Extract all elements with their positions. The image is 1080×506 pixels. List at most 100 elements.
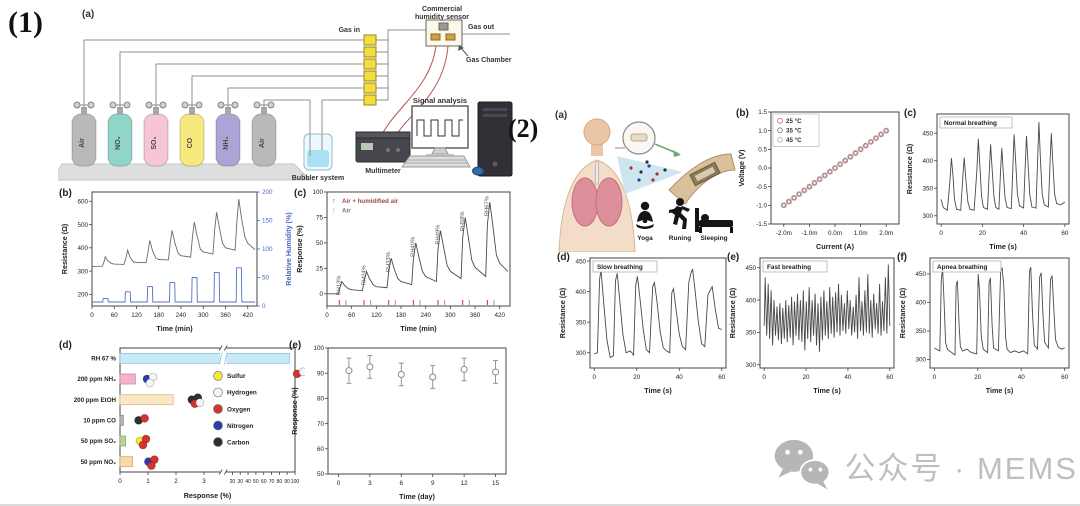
panel-2c: 0 20 40 60 300 350 400 450 Time (s) Resistance (Ω… xyxy=(903,106,1077,252)
svg-text:400: 400 xyxy=(915,300,926,307)
gas-cylinders: Air NO₂ SO₂ CO NH₃ Air xyxy=(71,101,277,167)
chart-resistance-humidity: 0 60 120 180 240 300 360 420 200 300 400 500 600 0 50 1… xyxy=(60,189,293,333)
svg-text:20: 20 xyxy=(230,479,236,485)
svg-text:-1.0m: -1.0m xyxy=(801,230,817,237)
running-label: Runing xyxy=(669,235,691,242)
svg-text:400: 400 xyxy=(575,289,586,296)
svg-text:450: 450 xyxy=(915,271,926,278)
bubbler-label: Bubbler system xyxy=(292,175,345,182)
svg-text:Normal breathing: Normal breathing xyxy=(944,120,997,127)
monitor xyxy=(411,105,469,157)
wechat-icon xyxy=(774,439,831,490)
svg-text:0: 0 xyxy=(762,374,766,381)
svg-text:450: 450 xyxy=(745,265,756,272)
svg-text:80: 80 xyxy=(317,396,325,403)
svg-text:Time (s): Time (s) xyxy=(986,386,1014,395)
svg-text:Time (s): Time (s) xyxy=(644,386,672,395)
svg-text:3: 3 xyxy=(368,480,372,487)
watermark: 公众号 · MEMS xyxy=(772,432,1078,498)
panel-1b-letter: (b) xyxy=(59,188,72,199)
panel-1e: 0 3 6 9 12 15 50 60 70 80 90 100 Time (day) Response … xyxy=(288,338,520,502)
panel-2f-letter: (f) xyxy=(897,252,907,263)
panel-1b: 0 60 120 180 240 300 360 420 200 300 400 500 600 0 50 1… xyxy=(58,186,295,334)
chart-fast-breathing: 0 20 40 60 300 350 400 450 Time (s) Resistance (Ω… xyxy=(728,257,895,395)
cylinder-platform xyxy=(51,163,312,181)
svg-text:240: 240 xyxy=(420,312,431,319)
svg-text:350: 350 xyxy=(915,328,926,335)
svg-text:300: 300 xyxy=(198,312,209,319)
panel-2a-letter: (a) xyxy=(555,110,567,121)
svg-text:Apnea breathing: Apnea breathing xyxy=(937,264,988,271)
svg-text:70: 70 xyxy=(317,421,325,428)
svg-text:20: 20 xyxy=(974,374,982,381)
svg-text:40: 40 xyxy=(1018,374,1026,381)
svg-text:Slow breathing: Slow breathing xyxy=(597,264,643,271)
svg-text:3: 3 xyxy=(202,478,206,485)
svg-text:Sulfur: Sulfur xyxy=(227,373,246,380)
svg-text:Fast breathing: Fast breathing xyxy=(767,264,811,271)
panel-1d-letter: (d) xyxy=(59,340,72,351)
svg-text:9: 9 xyxy=(431,480,435,487)
svg-text:30: 30 xyxy=(237,479,243,485)
figure2-label: (2) xyxy=(508,114,539,143)
svg-text:Resistance (Ω): Resistance (Ω) xyxy=(898,287,907,338)
svg-text:Time (s): Time (s) xyxy=(989,242,1017,251)
svg-text:1.0: 1.0 xyxy=(758,128,767,135)
svg-text:12: 12 xyxy=(461,480,469,487)
svg-text:0.5: 0.5 xyxy=(758,147,767,154)
svg-text:360: 360 xyxy=(470,312,481,319)
svg-text:1.5: 1.5 xyxy=(758,109,767,116)
panel-1e-letter: (e) xyxy=(289,340,302,351)
svg-text:25 °C: 25 °C xyxy=(786,118,802,125)
svg-text:Oxygen: Oxygen xyxy=(227,406,251,413)
mouse xyxy=(472,166,484,176)
svg-text:450: 450 xyxy=(575,258,586,265)
svg-text:300: 300 xyxy=(445,312,456,319)
panel-2d: 0 20 40 60 300 350 400 450 Time (s) Resistance (Ω… xyxy=(556,250,734,396)
panel-2b-letter: (b) xyxy=(736,108,749,119)
svg-text:0.0: 0.0 xyxy=(758,165,767,172)
chart-iv-curves: -2.0m -1.0m 0.0m 1.0m 2.0m -1.5 -1.0 -0.5 0.0 0.5… xyxy=(737,109,900,251)
svg-text:Hydrogen: Hydrogen xyxy=(227,390,257,397)
svg-text:0: 0 xyxy=(933,374,937,381)
svg-text:Time (day): Time (day) xyxy=(399,492,435,501)
svg-text:150: 150 xyxy=(262,218,273,225)
svg-text:100: 100 xyxy=(262,246,273,253)
panel-1d: RH 67 % 200 ppm NH₃ 200 ppm EtOH 10 ppm CO 5… xyxy=(58,338,305,502)
svg-text:40: 40 xyxy=(676,374,684,381)
svg-text:Voltage (V): Voltage (V) xyxy=(737,149,746,187)
svg-text:Air: Air xyxy=(79,138,86,148)
svg-text:Response (%): Response (%) xyxy=(184,491,232,500)
breath-sensor-schematic: (a) xyxy=(555,110,736,253)
breath-molecules xyxy=(629,160,667,182)
svg-text:35 °C: 35 °C xyxy=(786,128,802,135)
svg-text:6: 6 xyxy=(400,480,404,487)
svg-text:50: 50 xyxy=(317,471,325,478)
svg-text:Relative Humidity (%): Relative Humidity (%) xyxy=(284,212,293,286)
svg-text:↑: ↑ xyxy=(332,208,336,215)
svg-text:300: 300 xyxy=(745,362,756,369)
svg-text:Resistance (Ω): Resistance (Ω) xyxy=(728,287,737,338)
svg-text:450: 450 xyxy=(922,130,933,137)
svg-text:60: 60 xyxy=(886,374,894,381)
svg-text:200: 200 xyxy=(262,189,273,196)
svg-text:CO: CO xyxy=(187,137,194,148)
svg-text:0: 0 xyxy=(592,374,596,381)
svg-text:Air: Air xyxy=(259,138,266,148)
svg-text:0: 0 xyxy=(90,312,94,319)
svg-text:100: 100 xyxy=(313,345,324,352)
panel-2b: -2.0m -1.0m 0.0m 1.0m 2.0m -1.5 -1.0 -0.5 0.0 0.5… xyxy=(735,106,907,252)
svg-text:400: 400 xyxy=(922,158,933,165)
svg-text:60: 60 xyxy=(317,446,325,453)
svg-text:120: 120 xyxy=(371,312,382,319)
svg-text:RH33%: RH33% xyxy=(386,252,392,272)
running-icon xyxy=(669,198,690,229)
svg-text:75: 75 xyxy=(316,215,324,222)
svg-text:RH24%: RH24% xyxy=(361,265,367,285)
svg-text:50: 50 xyxy=(316,240,324,247)
svg-text:NH₃: NH₃ xyxy=(223,136,230,149)
svg-text:60: 60 xyxy=(348,312,356,319)
svg-text:Resistance (Ω): Resistance (Ω) xyxy=(558,287,567,338)
svg-text:Current (A): Current (A) xyxy=(816,242,855,251)
manifold-valves xyxy=(363,34,377,106)
